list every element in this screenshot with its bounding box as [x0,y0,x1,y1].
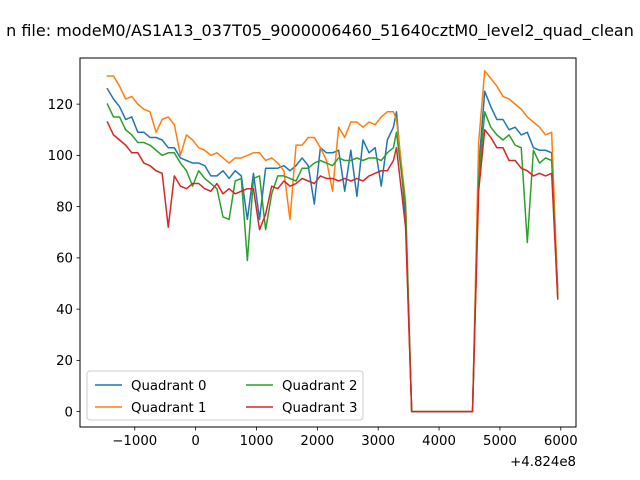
legend-label-quadrant-1: Quadrant 1 [131,401,206,416]
x-tick-label: 2000 [300,434,334,449]
x-tick-label: −1000 [112,434,157,449]
y-tick-label: 80 [56,200,73,215]
series-line-quadrant-3 [106,121,559,413]
series-line-quadrant-1 [106,70,559,413]
x-axis-offset-label: +4.824e8 [510,455,576,470]
x-tick-label: 1000 [240,434,274,449]
plot-area-frame [79,57,577,428]
series-layer [106,70,559,413]
legend-frame [86,370,364,421]
y-tick-label: 60 [56,252,73,267]
chart-legend: Quadrant 0 Quadrant 1 Quadrant 2 Quadrant 3 [86,370,364,421]
series-line-quadrant-0 [106,87,559,413]
legend-label-quadrant-0: Quadrant 0 [131,379,206,394]
y-tick-label: 20 [56,354,73,369]
series-line-quadrant-2 [106,103,559,413]
y-axis: 0 20 40 60 80 100 120 [48,98,80,420]
legend-label-quadrant-3: Quadrant 3 [282,401,357,416]
chart-title: n file: modeM0/AS1A13_037T05_9000006460_… [6,21,634,41]
x-tick-label: 5000 [483,434,517,449]
y-tick-label: 0 [65,405,73,420]
x-tick-label: 6000 [544,434,578,449]
y-tick-label: 120 [48,98,73,113]
x-tick-label: 0 [191,434,199,449]
y-tick-label: 40 [56,303,73,318]
legend-label-quadrant-2: Quadrant 2 [282,379,357,394]
x-tick-label: 4000 [422,434,456,449]
y-tick-label: 100 [48,149,73,164]
x-axis: −1000 0 1000 2000 3000 4000 5000 6000 [112,427,578,449]
x-tick-label: 3000 [361,434,395,449]
